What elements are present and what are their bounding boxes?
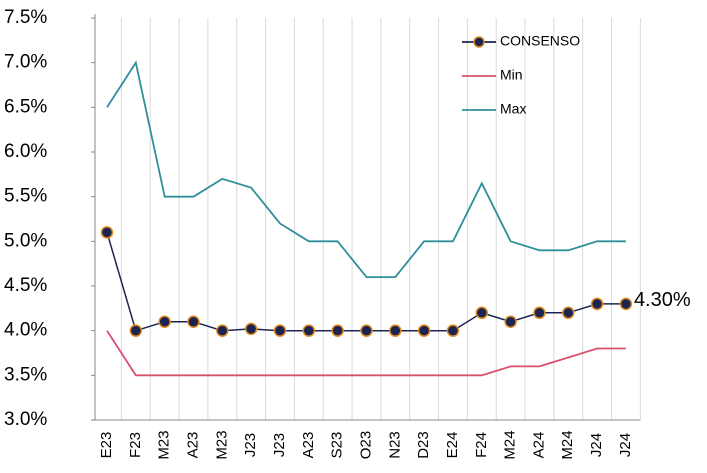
- data-point: [417, 324, 431, 337]
- data-point: [562, 306, 575, 320]
- series-line: [106, 60, 626, 279]
- x-tick-label: M23: [156, 430, 173, 459]
- y-tick-label: 6.5%: [4, 96, 47, 117]
- x-tick-label: D23: [415, 431, 432, 459]
- data-point: [187, 315, 200, 328]
- x-tick-label: F23: [127, 432, 144, 458]
- data-point: [302, 324, 316, 337]
- x-tick-label: F24: [473, 432, 490, 458]
- x-tick-label: J23: [271, 433, 288, 457]
- value-label: 4.30%: [634, 289, 691, 311]
- data-point: [129, 324, 143, 337]
- x-tick-label: J24: [617, 433, 634, 457]
- x-tick-label: N23: [386, 431, 403, 459]
- data-point: [244, 322, 258, 336]
- x-tick-label: E23: [98, 432, 115, 459]
- legend-label: CONSENSO: [500, 33, 580, 49]
- data-point: [158, 315, 171, 328]
- data-point: [331, 324, 344, 337]
- data-point: [504, 315, 517, 328]
- x-tick-label: J23: [242, 433, 259, 457]
- x-tick-label: M24: [559, 430, 576, 459]
- y-tick-label: 5.0%: [4, 230, 47, 251]
- legend-marker: [473, 36, 485, 48]
- data-point: [389, 324, 402, 337]
- data-point: [100, 226, 114, 239]
- data-point: [475, 306, 489, 320]
- x-tick-label: M23: [213, 430, 230, 459]
- y-tick-label: 4.0%: [4, 320, 47, 341]
- data-point: [216, 324, 229, 337]
- data-point: [590, 297, 604, 311]
- y-tick-label: 4.5%: [4, 275, 47, 296]
- x-tick-label: M24: [502, 430, 519, 459]
- legend-label: Min: [500, 67, 523, 83]
- data-point: [360, 324, 373, 337]
- series-line: [106, 232, 626, 332]
- x-tick-label: S23: [329, 432, 346, 459]
- y-tick-label: 5.5%: [4, 186, 47, 207]
- x-tick-label: A24: [530, 432, 547, 459]
- x-tick-label: E24: [444, 432, 461, 459]
- y-tick-label: 6.0%: [4, 141, 47, 162]
- series-line: [106, 330, 626, 377]
- data-point: [273, 324, 287, 337]
- data-point: [533, 306, 546, 320]
- x-tick-label: J24: [588, 433, 605, 457]
- y-tick-label: 3.5%: [4, 364, 47, 385]
- y-tick-label: 7.5%: [4, 7, 47, 28]
- y-tick-label: 7.0%: [4, 52, 47, 73]
- x-tick-label: A23: [300, 432, 317, 459]
- x-tick-label: O23: [357, 431, 374, 459]
- y-tick-label: 3.0%: [4, 409, 47, 430]
- legend-label: Max: [500, 101, 526, 117]
- x-tick-label: A23: [184, 432, 201, 459]
- data-point: [619, 297, 633, 311]
- data-point: [446, 324, 460, 337]
